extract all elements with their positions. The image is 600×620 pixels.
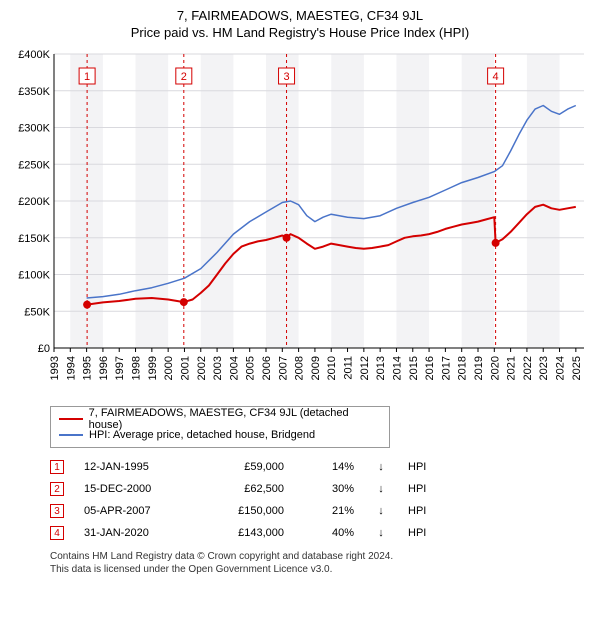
svg-text:2: 2 [181, 71, 187, 83]
svg-text:1: 1 [84, 71, 90, 83]
svg-text:2012: 2012 [359, 356, 371, 380]
svg-text:£200K: £200K [18, 196, 50, 208]
svg-text:1995: 1995 [82, 356, 94, 380]
svg-text:£100K: £100K [18, 270, 50, 282]
svg-text:2004: 2004 [228, 356, 240, 380]
footnote: Contains HM Land Registry data © Crown c… [50, 550, 590, 576]
svg-text:4: 4 [493, 71, 499, 83]
down-arrow-icon: ↓ [374, 483, 388, 495]
svg-text:2021: 2021 [506, 356, 518, 380]
svg-text:2015: 2015 [408, 356, 420, 380]
transaction-marker: 3 [50, 504, 64, 518]
transaction-date: 05-APR-2007 [84, 505, 184, 517]
transaction-table: 1 12-JAN-1995 £59,000 14% ↓ HPI 2 15-DEC-2000 £6… [50, 456, 590, 544]
transaction-date: 12-JAN-1995 [84, 461, 184, 473]
transaction-date: 31-JAN-2020 [84, 527, 184, 539]
transaction-vs: HPI [408, 461, 438, 473]
transaction-vs: HPI [408, 527, 438, 539]
chart-svg: £0 £50K £100K £150K £200K £250K £300K £350K £400… [10, 48, 590, 398]
svg-text:1993: 1993 [49, 356, 61, 380]
svg-text:1999: 1999 [147, 356, 159, 380]
svg-text:£50K: £50K [24, 306, 50, 318]
svg-text:2001: 2001 [179, 356, 191, 380]
svg-text:£150K: £150K [18, 233, 50, 245]
svg-text:£250K: £250K [18, 159, 50, 171]
legend-row: 7, FAIRMEADOWS, MAESTEG, CF34 9JL (detac… [59, 411, 381, 427]
transaction-price: £62,500 [204, 483, 284, 495]
svg-text:£300K: £300K [18, 123, 50, 135]
down-arrow-icon: ↓ [374, 461, 388, 473]
table-row: 2 15-DEC-2000 £62,500 30% ↓ HPI [50, 478, 590, 500]
transaction-price: £59,000 [204, 461, 284, 473]
svg-text:2011: 2011 [343, 356, 355, 380]
chart-area: £0 £50K £100K £150K £200K £250K £300K £350K £400… [10, 48, 590, 398]
table-row: 1 12-JAN-1995 £59,000 14% ↓ HPI [50, 456, 590, 478]
down-arrow-icon: ↓ [374, 527, 388, 539]
svg-text:1996: 1996 [98, 356, 110, 380]
svg-text:£350K: £350K [18, 86, 50, 98]
svg-text:2000: 2000 [163, 356, 175, 380]
svg-text:2005: 2005 [245, 356, 257, 380]
footnote-line: This data is licensed under the Open Gov… [50, 563, 590, 576]
transaction-vs: HPI [408, 505, 438, 517]
transaction-price: £150,000 [204, 505, 284, 517]
transaction-pct: 30% [304, 483, 354, 495]
svg-text:2002: 2002 [196, 356, 208, 380]
svg-text:2024: 2024 [555, 356, 567, 380]
legend-swatch [59, 418, 83, 420]
svg-text:2020: 2020 [489, 356, 501, 380]
transaction-pct: 21% [304, 505, 354, 517]
down-arrow-icon: ↓ [374, 505, 388, 517]
transaction-vs: HPI [408, 483, 438, 495]
svg-text:2006: 2006 [261, 356, 273, 380]
svg-text:1998: 1998 [131, 356, 143, 380]
svg-text:2019: 2019 [473, 356, 485, 380]
table-row: 4 31-JAN-2020 £143,000 40% ↓ HPI [50, 522, 590, 544]
svg-text:2013: 2013 [375, 356, 387, 380]
table-row: 3 05-APR-2007 £150,000 21% ↓ HPI [50, 500, 590, 522]
svg-text:2007: 2007 [277, 356, 289, 380]
chart-subtitle: Price paid vs. HM Land Registry's House … [10, 25, 590, 40]
svg-text:3: 3 [283, 71, 289, 83]
transaction-price: £143,000 [204, 527, 284, 539]
svg-text:2022: 2022 [522, 356, 534, 380]
svg-text:2017: 2017 [440, 356, 452, 380]
chart-title: 7, FAIRMEADOWS, MAESTEG, CF34 9JL [10, 8, 590, 23]
transaction-pct: 14% [304, 461, 354, 473]
svg-text:2025: 2025 [571, 356, 583, 380]
svg-text:2023: 2023 [538, 356, 550, 380]
legend-swatch [59, 434, 83, 436]
svg-text:2008: 2008 [294, 356, 306, 380]
legend-label: 7, FAIRMEADOWS, MAESTEG, CF34 9JL (detac… [89, 407, 381, 431]
svg-text:2016: 2016 [424, 356, 436, 380]
transaction-marker: 1 [50, 460, 64, 474]
svg-text:2010: 2010 [326, 356, 338, 380]
legend-label: HPI: Average price, detached house, Brid… [89, 429, 315, 441]
legend: 7, FAIRMEADOWS, MAESTEG, CF34 9JL (detac… [50, 406, 390, 448]
svg-text:1994: 1994 [65, 356, 77, 380]
footnote-line: Contains HM Land Registry data © Crown c… [50, 550, 590, 563]
svg-text:1997: 1997 [114, 356, 126, 380]
transaction-marker: 4 [50, 526, 64, 540]
svg-text:2014: 2014 [391, 356, 403, 380]
svg-text:£400K: £400K [18, 49, 50, 61]
transaction-marker: 2 [50, 482, 64, 496]
transaction-pct: 40% [304, 527, 354, 539]
svg-text:2009: 2009 [310, 356, 322, 380]
svg-text:£0: £0 [38, 343, 50, 355]
transaction-date: 15-DEC-2000 [84, 483, 184, 495]
svg-text:2003: 2003 [212, 356, 224, 380]
svg-text:2018: 2018 [457, 356, 469, 380]
